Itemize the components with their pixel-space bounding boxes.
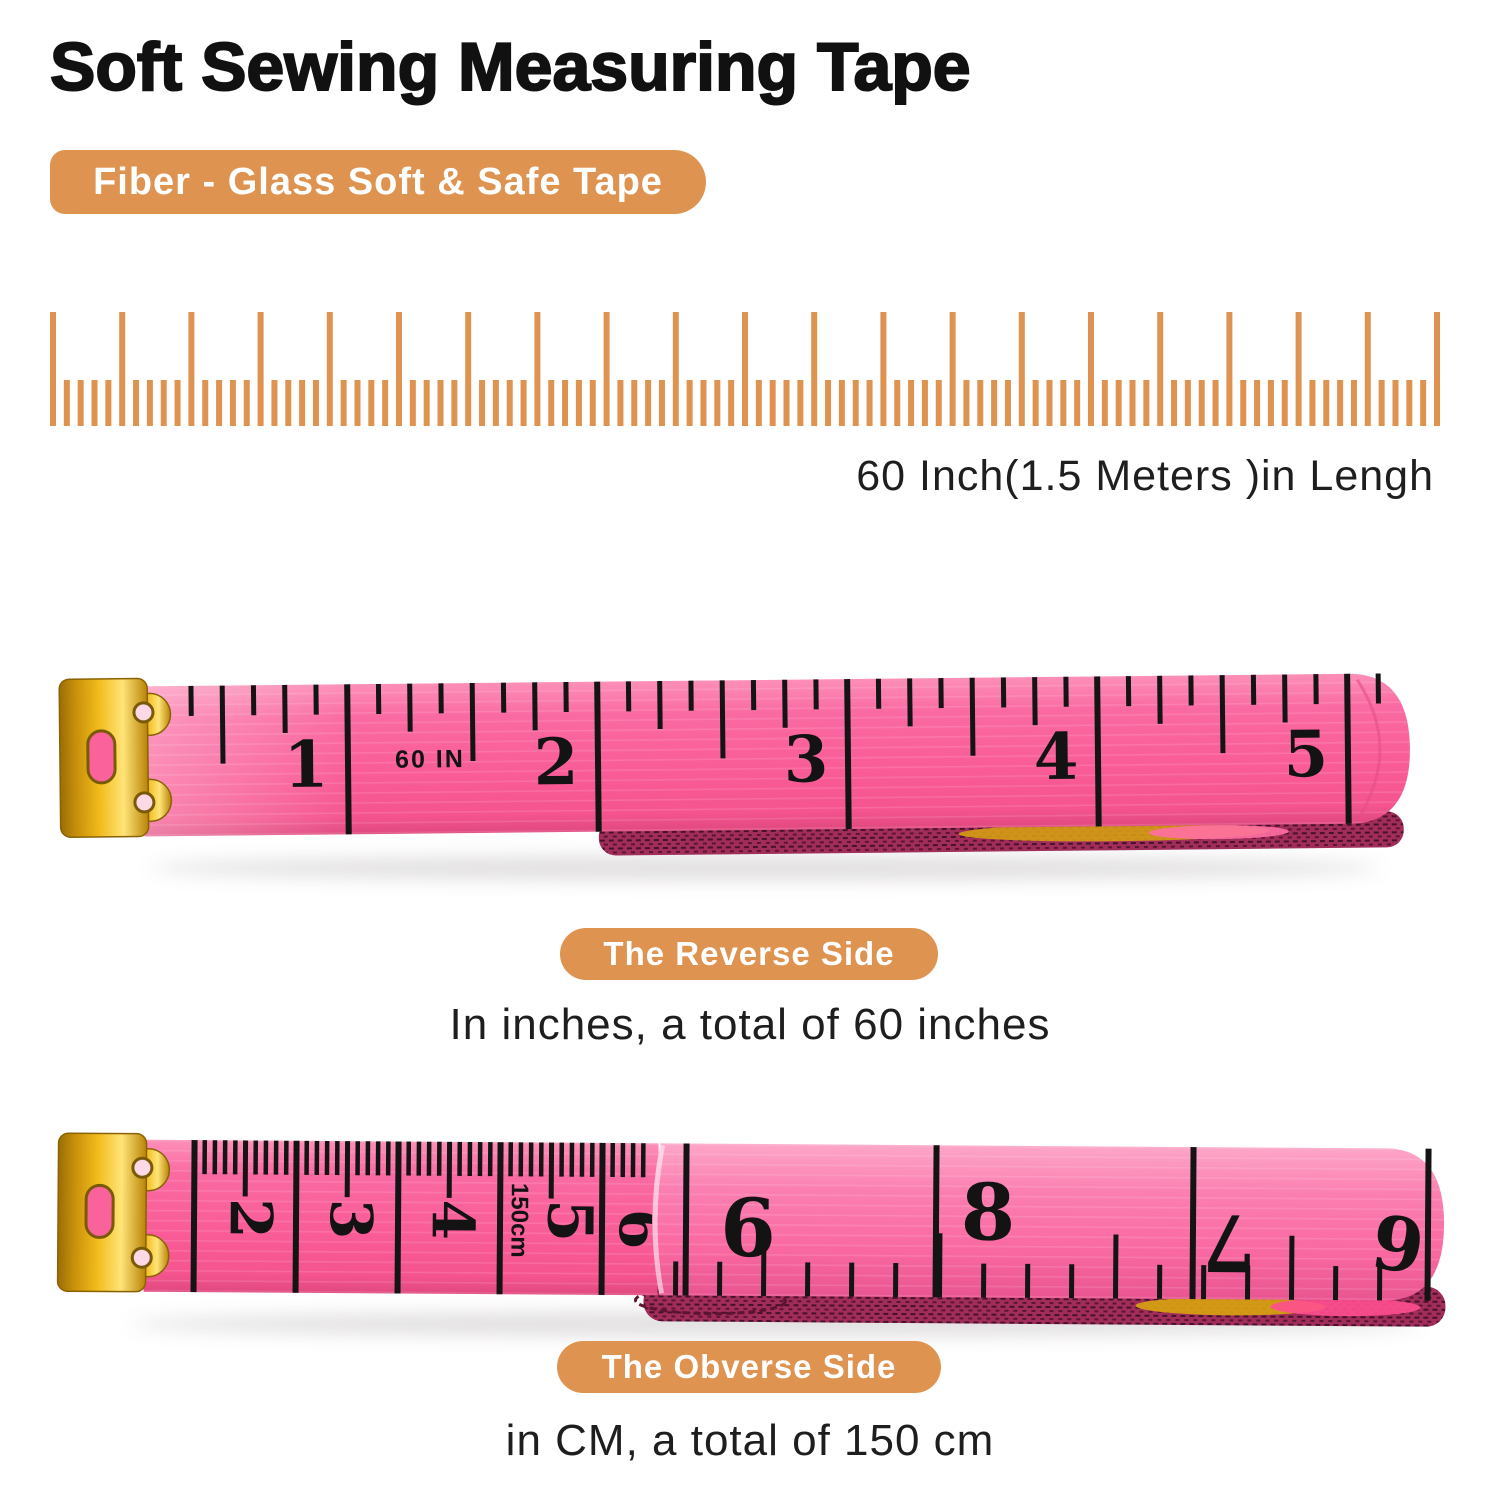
metal-tip-icon bbox=[56, 1132, 171, 1293]
tape-inch-number-4: 4 bbox=[1033, 720, 1078, 795]
tape-inches-svg: 1 60 IN 2 3 4 5 bbox=[58, 673, 1410, 856]
obverse-side-badge: The Obverse Side bbox=[557, 1341, 941, 1393]
ruler-ticks-svg bbox=[50, 312, 1440, 426]
header-badge: Fiber - Glass Soft & Safe Tape bbox=[50, 150, 706, 214]
tape-cm-number-4: 4 bbox=[419, 1199, 487, 1240]
tape-cm-number-5: 5 bbox=[533, 1199, 606, 1243]
reverse-side-badge-label: The Reverse Side bbox=[603, 935, 895, 972]
tape-inch-number-1: 1 bbox=[283, 728, 328, 803]
tape-fold-number-7-upside-down: 7 bbox=[1201, 1196, 1256, 1287]
tape-cm-photo: 2 3 4 150cm 5 6 6 8 7 9 bbox=[46, 1126, 1466, 1346]
tape-inch-number-3: 3 bbox=[783, 722, 828, 797]
tape-inches-shadow bbox=[150, 856, 1380, 880]
tape-cm-fold-ticks bbox=[673, 1143, 1432, 1301]
page-title: Soft Sewing Measuring Tape bbox=[49, 28, 972, 106]
tape-inches-photo: 1 60 IN 2 3 4 5 bbox=[58, 660, 1458, 880]
ruler-graphic bbox=[50, 308, 1440, 431]
tape-inch-start-label: 60 IN bbox=[395, 745, 465, 774]
reverse-side-caption: In inches, a total of 60 inches bbox=[449, 1000, 1051, 1049]
tape-cm-total-label: 150cm bbox=[505, 1183, 533, 1258]
tape-cm-svg: 2 3 4 150cm 5 6 6 8 7 9 bbox=[56, 1132, 1446, 1327]
tape-cm-mm-ticks bbox=[190, 1140, 646, 1295]
reverse-side-badge: The Reverse Side bbox=[560, 928, 938, 980]
obverse-side-badge-label: The Obverse Side bbox=[601, 1348, 897, 1385]
tape-fold-number-8: 8 bbox=[961, 1167, 1016, 1258]
metal-tip-icon bbox=[58, 677, 173, 838]
tape-fold-number-9: 9 bbox=[1366, 1199, 1430, 1292]
tape-inch-number-2: 2 bbox=[533, 725, 578, 800]
ruler-ticks bbox=[50, 312, 1440, 426]
tape-cm-number-3: 3 bbox=[317, 1199, 385, 1240]
tape-fold-number-6: 6 bbox=[720, 1181, 776, 1275]
obverse-side-caption: in CM, a total of 150 cm bbox=[505, 1416, 995, 1465]
tape-inch-number-5: 5 bbox=[1283, 717, 1328, 792]
length-label: 60 Inch(1.5 Meters )in Lengh bbox=[856, 452, 1434, 500]
header-badge-label: Fiber - Glass Soft & Safe Tape bbox=[93, 160, 663, 203]
tape-cm-number-2: 2 bbox=[217, 1198, 285, 1239]
tape-inches-ticks bbox=[188, 673, 1381, 835]
